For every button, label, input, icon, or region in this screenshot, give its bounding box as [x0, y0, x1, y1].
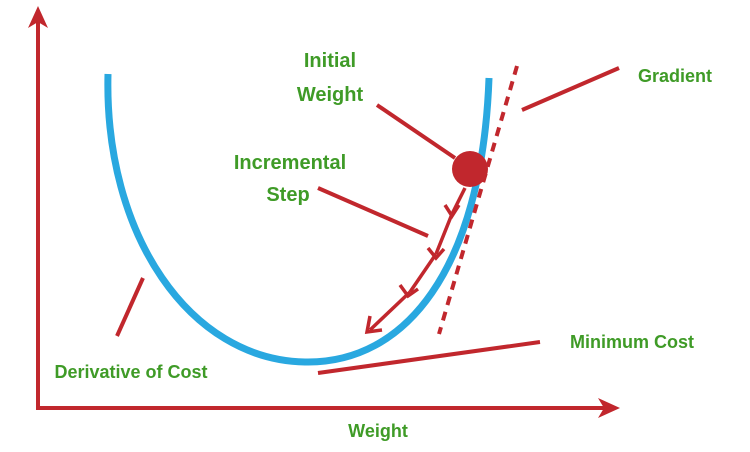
gradient-label: Gradient — [638, 66, 712, 86]
derivative-leader — [115, 277, 145, 337]
incremental-step-label-line2: Step — [266, 184, 309, 206]
x-axis-label: Weight — [348, 421, 408, 441]
minimum-cost-label: Minimum Cost — [570, 332, 694, 352]
derivative-of-cost-label: Derivative of Cost — [54, 362, 207, 382]
y-axis-arrowhead — [28, 6, 48, 28]
incremental-step-arrows — [364, 187, 467, 335]
step-arrowhead — [364, 315, 383, 335]
incremental-step-leader — [317, 186, 429, 238]
step-arrowhead — [398, 283, 420, 299]
initial-weight-label: Initial — [304, 50, 356, 72]
incremental-step-label: Incremental — [234, 152, 346, 174]
gradient-tangent-line — [437, 65, 519, 335]
leader-lines — [115, 66, 620, 375]
step-arrowhead — [426, 246, 446, 261]
initial-weight-label-line2: Weight — [297, 84, 364, 106]
gradient-leader — [521, 66, 620, 112]
x-axis-arrowhead — [598, 398, 620, 418]
initial-weight-leader — [375, 103, 457, 160]
step-arrowhead — [443, 204, 461, 220]
axes — [28, 6, 620, 418]
minimum-cost-leader — [317, 340, 541, 375]
cost-curve — [104, 73, 493, 366]
initial-weight-point — [452, 151, 488, 187]
